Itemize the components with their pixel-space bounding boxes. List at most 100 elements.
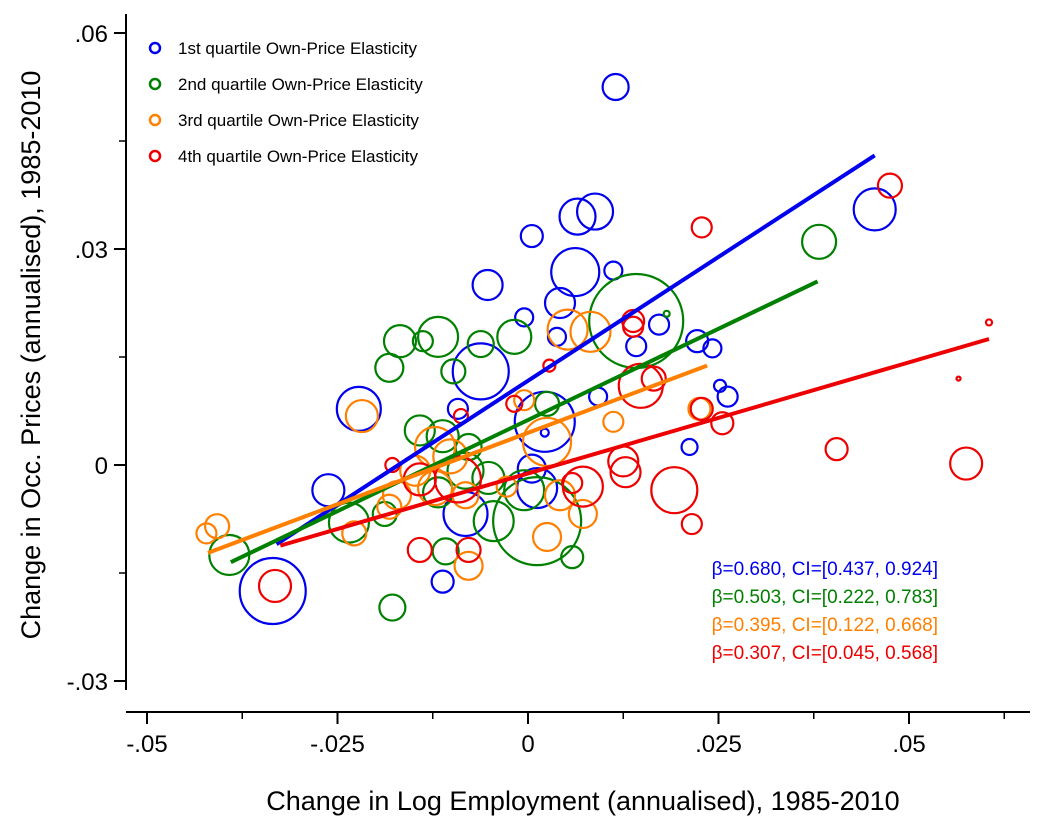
data-point xyxy=(601,72,630,102)
coefficient-annotation: β=0.503, CI=[0.222, 0.783] xyxy=(712,587,938,608)
data-point xyxy=(514,307,535,328)
data-point xyxy=(558,197,597,236)
data-point xyxy=(680,437,699,457)
x-tick-label: 0 xyxy=(521,731,534,758)
data-point xyxy=(690,216,713,239)
data-point xyxy=(561,465,604,508)
coefficient-annotation: β=0.307, CI=[0.045, 0.568] xyxy=(712,643,938,664)
legend-label: 2nd quartile Own-Price Elasticity xyxy=(178,75,423,94)
data-point xyxy=(876,172,904,199)
data-point xyxy=(440,358,467,385)
fit-line xyxy=(275,153,876,546)
data-point xyxy=(984,318,994,327)
data-point xyxy=(341,520,368,547)
data-point xyxy=(955,375,962,382)
data-point xyxy=(539,427,550,438)
data-points xyxy=(195,72,994,626)
data-point xyxy=(376,493,403,520)
data-point xyxy=(513,389,536,412)
data-point xyxy=(680,512,703,536)
fit-line xyxy=(229,279,819,565)
y-tick-label: 0 xyxy=(95,453,108,480)
fit-line xyxy=(279,337,990,548)
data-point xyxy=(550,246,601,298)
data-point xyxy=(852,187,897,232)
data-point xyxy=(446,451,485,490)
data-point xyxy=(496,318,533,355)
data-point xyxy=(382,324,418,359)
data-point xyxy=(471,268,504,302)
data-point xyxy=(430,569,455,594)
legend-marker xyxy=(148,113,162,127)
data-point xyxy=(257,568,293,604)
coefficient-annotation: β=0.680, CI=[0.437, 0.924] xyxy=(712,559,938,580)
y-tick-label: .03 xyxy=(75,237,108,264)
data-point xyxy=(543,479,577,512)
x-axis-title: Change in Log Employment (annualised), 1… xyxy=(266,786,899,816)
data-point xyxy=(569,310,612,353)
data-point xyxy=(824,437,849,462)
data-point xyxy=(575,192,615,231)
data-point xyxy=(800,223,838,260)
data-point xyxy=(542,358,557,373)
data-point xyxy=(546,308,589,351)
fit-line xyxy=(207,363,708,555)
data-point xyxy=(640,365,667,392)
data-point xyxy=(446,397,469,420)
data-point xyxy=(374,352,405,383)
data-point xyxy=(466,329,495,359)
y-axis-title: Change in Occ. Prices (annualised), 1985… xyxy=(16,71,46,640)
data-point xyxy=(335,385,382,432)
x-tick-label: .05 xyxy=(892,731,925,758)
data-point xyxy=(327,501,371,544)
data-point xyxy=(949,446,984,481)
legend-label: 4th quartile Own-Price Elasticity xyxy=(178,147,418,166)
data-point xyxy=(495,475,518,498)
axes: -.05 -.025 0 .025 .05 -.03 0 .03 .06 xyxy=(67,14,1030,758)
x-tick-label: -.025 xyxy=(310,731,365,758)
legend: 1st quartile Own-Price Elasticity 2nd qua… xyxy=(148,39,423,166)
y-tick-label: -.03 xyxy=(67,669,108,696)
legend-label: 3rd quartile Own-Price Elasticity xyxy=(178,111,419,130)
legend-marker xyxy=(148,41,162,55)
data-point xyxy=(492,476,583,567)
data-point xyxy=(702,338,723,359)
data-point xyxy=(505,394,524,413)
fit-lines xyxy=(207,153,990,565)
x-tick-label: -.05 xyxy=(126,731,167,758)
data-point xyxy=(451,342,510,401)
data-point xyxy=(662,309,671,318)
data-point xyxy=(403,414,436,447)
data-point xyxy=(650,466,699,515)
data-point xyxy=(416,469,454,507)
data-point xyxy=(425,419,460,454)
data-point xyxy=(503,469,546,512)
data-point xyxy=(647,313,671,336)
data-point xyxy=(567,498,598,530)
data-point xyxy=(531,521,563,553)
data-point xyxy=(406,536,433,564)
x-tick-label: .025 xyxy=(695,731,742,758)
coefficient-annotation: β=0.395, CI=[0.122, 0.668] xyxy=(712,615,938,636)
data-point xyxy=(455,536,482,564)
data-point xyxy=(546,326,568,347)
data-point xyxy=(716,385,739,408)
legend-marker xyxy=(148,149,162,163)
data-point xyxy=(710,411,735,436)
legend-label: 1st quartile Own-Price Elasticity xyxy=(178,39,418,58)
data-point xyxy=(560,545,585,570)
data-point xyxy=(344,398,379,434)
data-point xyxy=(602,410,625,433)
data-point xyxy=(609,456,642,489)
data-point xyxy=(378,593,407,622)
data-point xyxy=(238,556,307,626)
data-point xyxy=(625,335,648,358)
data-point xyxy=(622,315,645,338)
data-point xyxy=(442,490,489,538)
data-point xyxy=(195,522,218,545)
data-point xyxy=(411,330,434,353)
legend-marker xyxy=(148,77,162,91)
data-point xyxy=(519,223,544,249)
data-point xyxy=(453,550,484,581)
